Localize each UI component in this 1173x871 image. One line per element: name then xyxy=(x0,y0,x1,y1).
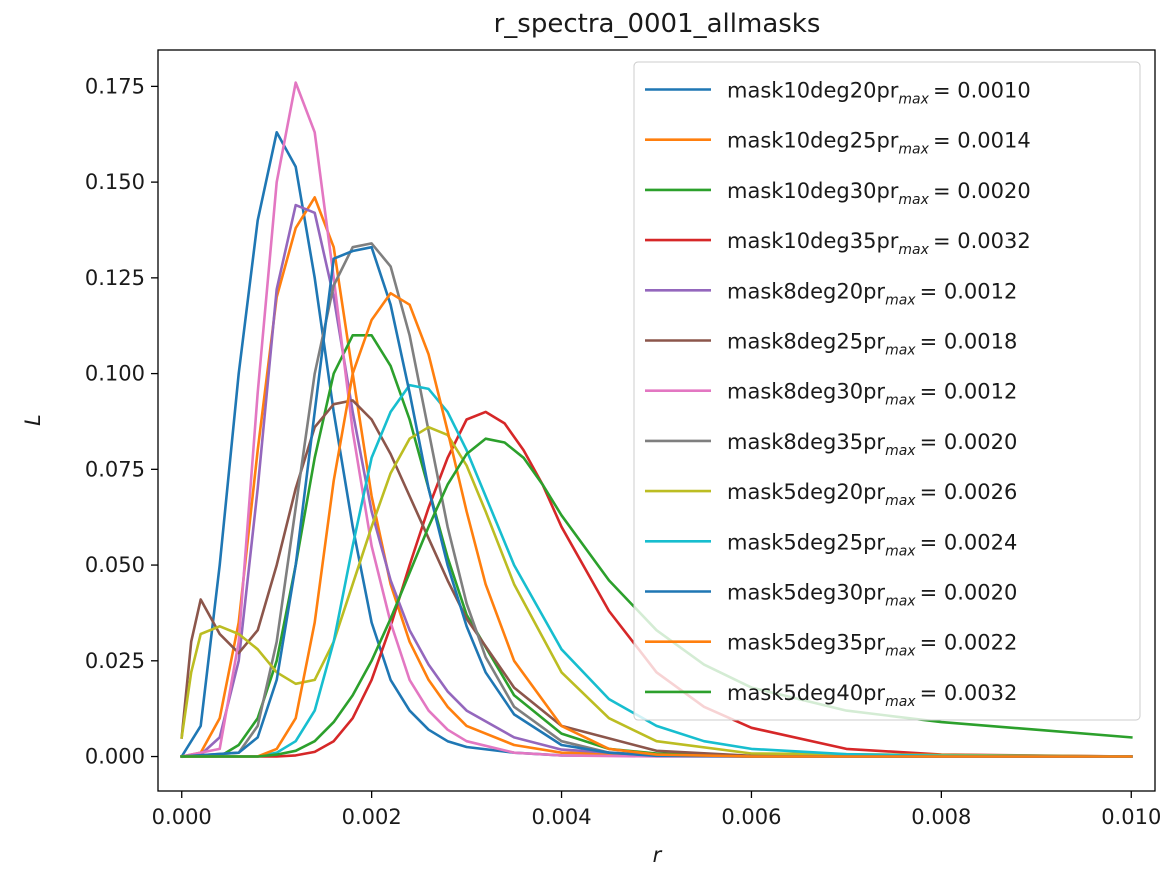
legend-label-mask5deg35p: mask5deg35prmax = 0.0022 xyxy=(727,631,1017,660)
series-line-mask8deg30p xyxy=(180,81,1133,759)
y-tick-label: 0.100 xyxy=(85,362,145,386)
legend-label-mask8deg25p: mask8deg25prmax = 0.0018 xyxy=(727,330,1017,359)
series-line-mask5deg35p xyxy=(180,291,1133,758)
y-tick-label: 0.000 xyxy=(85,745,145,769)
x-tick-label: 0.004 xyxy=(531,805,591,829)
series-line-mask5deg20p xyxy=(180,425,1133,758)
x-tick-label: 0.002 xyxy=(342,805,402,829)
x-tick-label: 0.010 xyxy=(1101,805,1161,829)
legend-box xyxy=(633,61,1141,721)
legend-label-mask10deg25p: mask10deg25prmax = 0.0014 xyxy=(727,129,1031,158)
x-axis-label: r xyxy=(653,843,663,867)
legend-label-mask10deg35p: mask10deg35prmax = 0.0032 xyxy=(727,229,1031,258)
y-tick-label: 0.125 xyxy=(85,266,145,290)
y-axis-label: L xyxy=(21,414,45,426)
series-line-mask8deg25p xyxy=(180,399,1133,758)
legend-label-mask10deg20p: mask10deg20prmax = 0.0010 xyxy=(727,79,1031,108)
chart-title: r_spectra_0001_allmasks xyxy=(494,9,821,39)
legend-label-mask5deg30p: mask5deg30prmax = 0.0020 xyxy=(727,581,1017,610)
y-tick-label: 0.150 xyxy=(85,170,145,194)
x-tick-label: 0.000 xyxy=(152,805,212,829)
legend-items: mask10deg20prmax = 0.0010 mask10deg25prmax… xyxy=(645,79,1031,710)
legend-label-mask10deg30p: mask10deg30prmax = 0.0020 xyxy=(727,179,1031,208)
legend-label-mask5deg25p: mask5deg25prmax = 0.0024 xyxy=(727,530,1017,559)
x-axis: 0.000 0.002 0.004 0.006 0.008 0.010 xyxy=(152,791,1161,829)
series-line-mask5deg30p xyxy=(180,245,1133,758)
plot-frame xyxy=(157,49,1156,792)
legend-label-mask8deg20p: mask8deg20prmax = 0.0012 xyxy=(727,279,1017,308)
y-tick-label: 0.050 xyxy=(85,553,145,577)
legend-label-mask5deg20p: mask5deg20prmax = 0.0026 xyxy=(727,480,1017,509)
y-tick-label: 0.175 xyxy=(85,74,145,98)
y-tick-label: 0.075 xyxy=(85,457,145,481)
series-line-mask8deg20p xyxy=(180,203,1133,758)
legend: mask10deg20prmax = 0.0010 mask10deg25prmax… xyxy=(633,61,1141,721)
x-tick-label: 0.006 xyxy=(721,805,781,829)
y-tick-label: 0.025 xyxy=(85,649,145,673)
legend-label-mask8deg30p: mask8deg30prmax = 0.0012 xyxy=(727,380,1017,409)
y-axis: 0.000 0.025 0.050 0.075 0.100 0.125 0.150 0.175 xyxy=(85,74,158,769)
x-tick-label: 0.008 xyxy=(911,805,971,829)
legend-label-mask8deg35p: mask8deg35prmax = 0.0020 xyxy=(727,430,1017,459)
legend-label-mask5deg40p: mask5deg40prmax = 0.0032 xyxy=(727,681,1017,710)
series-line-mask5deg25p xyxy=(180,383,1133,758)
